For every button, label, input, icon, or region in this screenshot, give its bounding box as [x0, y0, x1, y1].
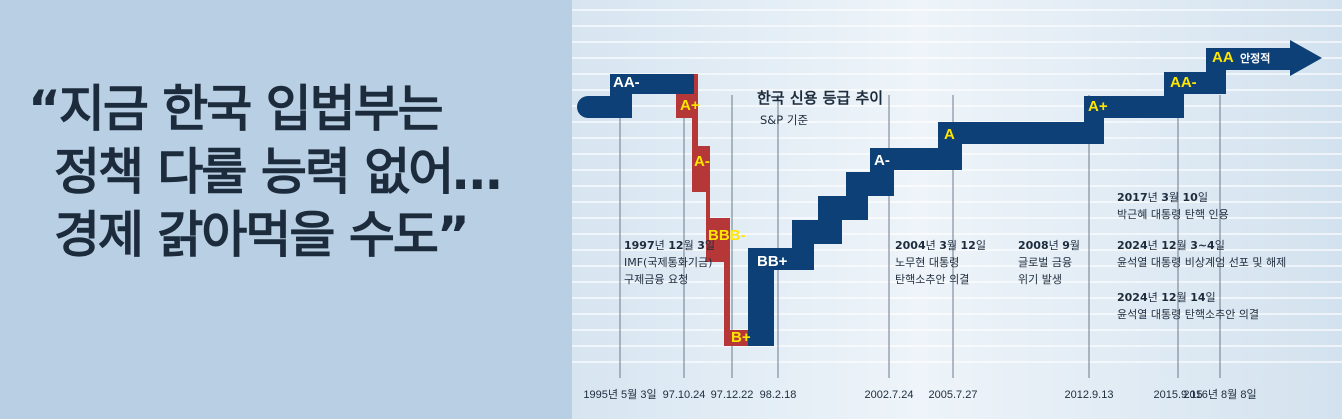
rating-label: BB+ [757, 253, 788, 270]
x-tick-label: 2016년 8월 8일 [1183, 387, 1256, 401]
rating-label: AA- [1170, 74, 1197, 91]
annotation-text: 글로벌 금융 [1018, 256, 1072, 269]
x-tick-label: 2012.9.13 [1065, 389, 1114, 401]
rating-outlook-label: 안정적 [1240, 51, 1270, 65]
annotation-heading: 1997년 12월 3일 [624, 238, 715, 252]
x-tick-label: 2002.7.24 [865, 389, 914, 401]
rating-label: A+ [1088, 98, 1108, 115]
annotation-heading: 2024년 12월 3~4일 [1117, 238, 1225, 252]
annotation-text: 윤석열 대통령 탄핵소추안 의결 [1117, 308, 1259, 321]
x-tick-label: 97.12.22 [711, 389, 754, 401]
annotation-text: 노무현 대통령 [895, 256, 959, 269]
chart-title-group: 한국 신용 등급 추이 S&P 기준 [757, 89, 883, 127]
x-axis-ticks: 1995년 5월 3일 97.10.24 97.12.22 98.2.18 2002.7… [583, 387, 1256, 401]
headline-quote: “지금 한국 입법부는 정책 다룰 능력 없어… 경제 갉아먹을 수도” [28, 78, 548, 267]
annotation-heading: 2008년 9월 [1018, 239, 1080, 252]
annotation-heading: 2004년 3월 12일 [895, 238, 986, 252]
rating-label: A [944, 126, 955, 143]
chart-gridlines [572, 9, 1342, 363]
annotation-text: 탄핵소추안 의결 [895, 273, 969, 286]
event-annotations: 1997년 12월 3일 IMF(국제통화기금) 구제금융 요청 2004년 3월 1… [624, 190, 1286, 321]
rating-label: BBB- [708, 227, 746, 244]
chart-subtitle: S&P 기준 [760, 113, 808, 127]
annotation-text: 위기 발생 [1018, 273, 1062, 286]
annotation-text: 박근혜 대통령 탄핵 인용 [1117, 208, 1229, 221]
x-tick-label: 1995년 5월 3일 [583, 387, 656, 401]
rating-path [577, 40, 1322, 346]
annotation-text: IMF(국제통화기금) [624, 256, 712, 269]
recovery-staircase [748, 40, 1322, 346]
rating-label: A- [874, 152, 890, 169]
quote-line-1: “지금 한국 입법부는 [28, 80, 444, 138]
x-tick-label: 2005.7.27 [929, 389, 978, 401]
annotation-heading: 2017년 3월 10일 [1117, 190, 1208, 204]
band-start-cap [577, 96, 599, 118]
quote-line-3: 경제 갉아먹을 수도” [54, 206, 470, 264]
annotation-text: 구제금융 요청 [624, 273, 688, 286]
x-tick-label: 98.2.18 [760, 389, 797, 401]
quote-line-2: 정책 다룰 능력 없어… [54, 143, 502, 201]
rating-label: AA [1212, 49, 1234, 66]
chart-title: 한국 신용 등급 추이 [757, 89, 883, 107]
x-tick-label: 97.10.24 [663, 389, 706, 401]
rating-label: B+ [731, 329, 751, 346]
rating-label: A- [694, 153, 710, 170]
annotation-text: 윤석열 대통령 비상계엄 선포 및 해제 [1117, 255, 1286, 269]
x-tick-label: 2015.9.15 [1154, 389, 1203, 401]
rating-label: A+ [680, 97, 700, 114]
rating-labels: AA- A+ A- BBB- B+ BB+ A- A A+ AA- AA 안정적 [613, 49, 1270, 346]
initial-band [588, 74, 694, 118]
annotation-heading: 2024년 12월 14일 [1117, 290, 1216, 304]
rating-label: AA- [613, 74, 640, 91]
downgrade-staircase [676, 74, 748, 346]
